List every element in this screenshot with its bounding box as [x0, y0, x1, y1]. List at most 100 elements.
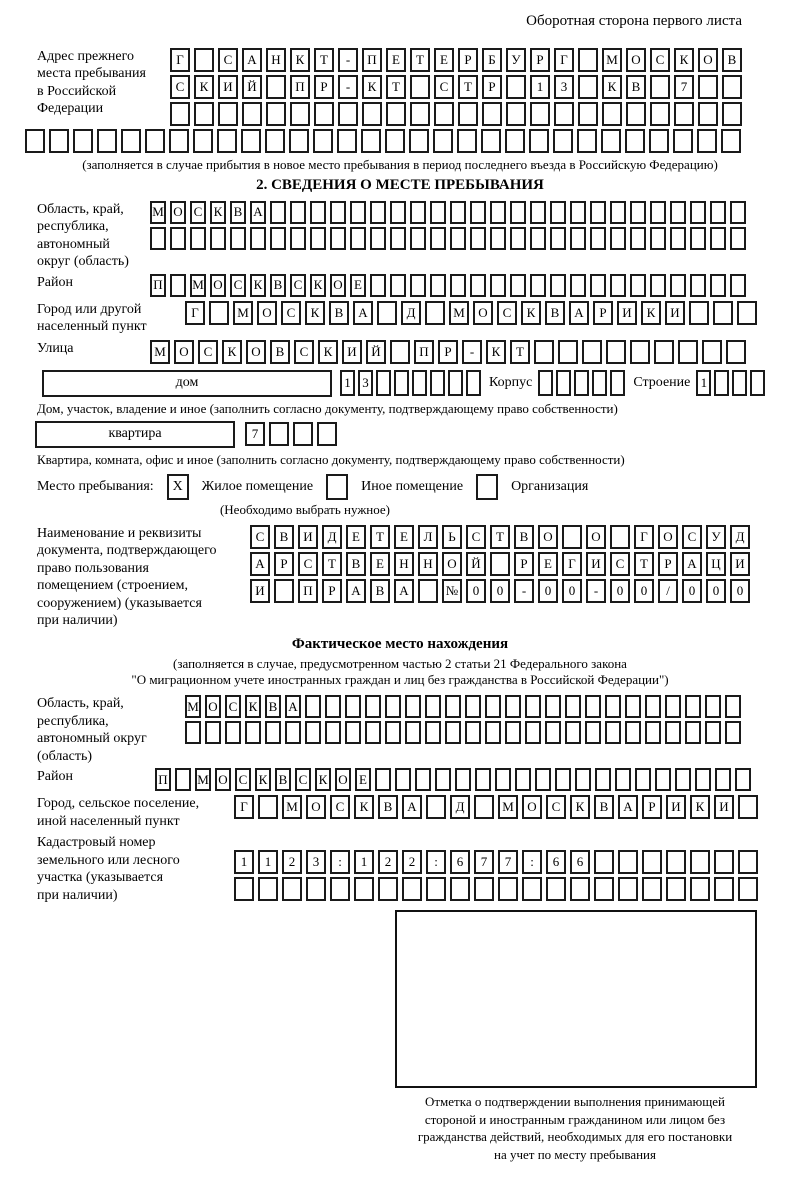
char-cell[interactable]: [714, 370, 730, 396]
char-cell[interactable]: [245, 721, 261, 745]
char-cell[interactable]: [394, 370, 409, 396]
char-cell[interactable]: [590, 200, 606, 224]
char-cell[interactable]: [266, 101, 286, 126]
char-cell[interactable]: [655, 768, 671, 792]
char-cell[interactable]: [585, 695, 601, 719]
char-cell[interactable]: [330, 226, 346, 250]
char-cell[interactable]: Й: [366, 339, 386, 364]
char-cell[interactable]: [730, 226, 746, 250]
char-cell[interactable]: В: [626, 74, 646, 99]
char-cell[interactable]: [685, 695, 701, 719]
char-cell[interactable]: К: [250, 273, 266, 297]
char-cell[interactable]: 2: [402, 850, 422, 875]
char-cell[interactable]: [610, 273, 626, 297]
char-cell[interactable]: [626, 101, 646, 126]
char-cell[interactable]: [345, 695, 361, 719]
char-cell[interactable]: [726, 339, 746, 364]
char-cell[interactable]: [525, 695, 541, 719]
char-cell[interactable]: [430, 370, 445, 396]
char-cell[interactable]: [425, 300, 445, 325]
char-cell[interactable]: [378, 877, 398, 902]
char-cell[interactable]: [330, 200, 346, 224]
char-cell[interactable]: 7: [474, 850, 494, 875]
char-cell[interactable]: [505, 721, 521, 745]
char-cell[interactable]: 0: [610, 578, 630, 603]
char-cell[interactable]: Н: [266, 47, 286, 72]
char-cell[interactable]: Р: [642, 795, 662, 820]
char-cell[interactable]: [578, 47, 598, 72]
char-cell[interactable]: -: [586, 578, 606, 603]
char-cell[interactable]: П: [362, 47, 382, 72]
char-cell[interactable]: [570, 877, 590, 902]
char-cell[interactable]: [49, 128, 69, 153]
char-cell[interactable]: В: [378, 795, 398, 820]
char-cell[interactable]: [553, 128, 573, 153]
char-cell[interactable]: [565, 721, 581, 745]
char-cell[interactable]: [305, 695, 321, 719]
char-cell[interactable]: [145, 128, 165, 153]
char-cell[interactable]: [721, 128, 741, 153]
char-cell[interactable]: К: [245, 695, 261, 719]
char-cell[interactable]: 7: [498, 850, 518, 875]
char-cell[interactable]: [630, 339, 650, 364]
char-cell[interactable]: [530, 273, 546, 297]
char-cell[interactable]: А: [353, 300, 373, 325]
char-cell[interactable]: 0: [682, 578, 702, 603]
char-cell[interactable]: [575, 768, 591, 792]
char-cell[interactable]: [409, 128, 429, 153]
char-cell[interactable]: [525, 721, 541, 745]
char-cell[interactable]: [470, 226, 486, 250]
char-cell[interactable]: О: [586, 524, 606, 549]
char-cell[interactable]: [698, 74, 718, 99]
char-cell[interactable]: О: [698, 47, 718, 72]
char-cell[interactable]: [649, 128, 669, 153]
char-cell[interactable]: [690, 200, 706, 224]
char-cell[interactable]: [725, 695, 741, 719]
char-cell[interactable]: [410, 273, 426, 297]
char-cell[interactable]: [457, 128, 477, 153]
char-cell[interactable]: [485, 695, 501, 719]
char-cell[interactable]: [402, 877, 422, 902]
char-cell[interactable]: [722, 74, 742, 99]
char-cell[interactable]: К: [486, 339, 506, 364]
char-cell[interactable]: 1: [696, 370, 712, 396]
char-cell[interactable]: Е: [355, 768, 371, 792]
char-cell[interactable]: П: [290, 74, 310, 99]
char-cell[interactable]: [538, 370, 554, 396]
char-cell[interactable]: Т: [510, 339, 530, 364]
char-cell[interactable]: [490, 273, 506, 297]
char-cell[interactable]: [474, 877, 494, 902]
char-cell[interactable]: О: [257, 300, 277, 325]
char-cell[interactable]: С: [650, 47, 670, 72]
char-cell[interactable]: М: [233, 300, 253, 325]
char-cell[interactable]: С: [218, 47, 238, 72]
char-cell[interactable]: [426, 795, 446, 820]
char-cell[interactable]: П: [414, 339, 434, 364]
char-cell[interactable]: К: [255, 768, 271, 792]
char-cell[interactable]: В: [370, 578, 390, 603]
char-cell[interactable]: [645, 695, 661, 719]
char-cell[interactable]: С: [290, 273, 306, 297]
char-cell[interactable]: [490, 551, 510, 576]
char-cell[interactable]: 2: [282, 850, 302, 875]
char-cell[interactable]: [606, 339, 626, 364]
char-cell[interactable]: В: [274, 524, 294, 549]
char-cell[interactable]: [194, 101, 214, 126]
char-cell[interactable]: [170, 101, 190, 126]
char-cell[interactable]: [270, 226, 286, 250]
kvartira-box[interactable]: квартира: [35, 420, 235, 448]
char-cell[interactable]: Ь: [442, 524, 462, 549]
char-cell[interactable]: [585, 721, 601, 745]
char-cell[interactable]: 0: [562, 578, 582, 603]
char-cell[interactable]: [234, 877, 254, 902]
char-cell[interactable]: С: [230, 273, 246, 297]
char-cell[interactable]: [325, 721, 341, 745]
char-cell[interactable]: 6: [450, 850, 470, 875]
char-cell[interactable]: В: [270, 273, 286, 297]
char-cell[interactable]: [385, 128, 405, 153]
char-cell[interactable]: Е: [370, 551, 390, 576]
char-cell[interactable]: О: [658, 524, 678, 549]
char-cell[interactable]: [465, 721, 481, 745]
checkbox-zhiloe[interactable]: X: [166, 473, 189, 500]
char-cell[interactable]: [578, 74, 598, 99]
